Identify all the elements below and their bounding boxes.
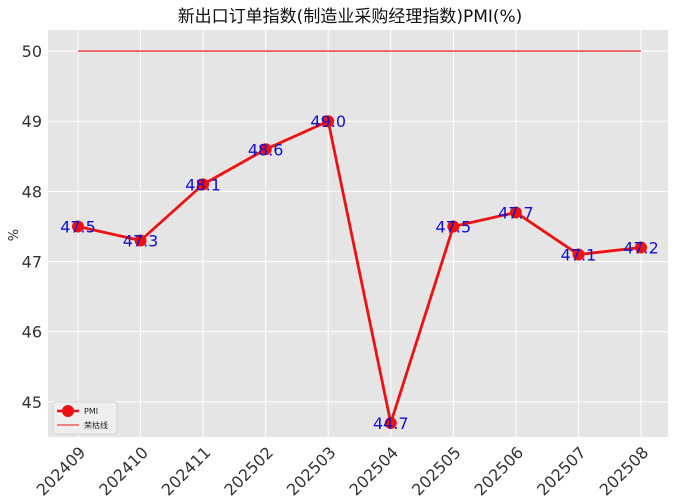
x-axis-ticks: 202409 202410 202411 202502 202503 202504 2025… — [33, 443, 653, 500]
chart-title: 新出口订单指数(制造业采购经理指数)PMI(%) — [178, 7, 523, 27]
x-tick-label: 202507 — [533, 443, 590, 500]
series-layer — [72, 50, 647, 429]
pmi-point — [197, 178, 210, 191]
y-tick-label: 50 — [22, 42, 42, 61]
pmi-point — [572, 248, 585, 261]
y-tick-label: 48 — [22, 182, 42, 201]
data-label: 49.0 — [310, 112, 346, 131]
pmi-series-line — [77, 119, 642, 425]
y-tick-label: 45 — [22, 393, 42, 412]
legend-threshold-label: 荣枯线 — [84, 420, 108, 430]
y-axis-ticks: 45 46 47 48 49 50 — [22, 42, 42, 412]
plot-area — [48, 30, 668, 437]
legend: PMI 荣枯线 — [52, 401, 118, 435]
x-tick-label: 202508 — [596, 443, 653, 500]
pmi-point — [322, 115, 335, 128]
pmi-point — [384, 416, 397, 429]
data-label: 47.2 — [623, 239, 659, 258]
y-tick-label: 47 — [22, 253, 42, 272]
data-label: 47.5 — [60, 217, 96, 236]
y-tick-label: 46 — [22, 323, 42, 342]
data-label: 48.1 — [185, 175, 221, 194]
x-tick-label: 202505 — [408, 443, 465, 500]
x-tick-label: 202504 — [345, 443, 402, 500]
pmi-point — [509, 206, 522, 219]
data-label: 48.6 — [248, 140, 284, 159]
data-label: 44.7 — [373, 414, 409, 433]
data-label: 47.7 — [498, 203, 534, 222]
pmi-point — [259, 143, 272, 156]
y-axis-label: % — [7, 229, 22, 241]
pmi-point — [72, 220, 84, 233]
pmi-point — [134, 234, 147, 247]
x-tick-label: 202503 — [283, 443, 340, 500]
legend-pmi-label: PMI — [84, 407, 98, 416]
data-labels: 47.5 47.3 48.1 48.6 49.0 44.7 47.5 47.7 47.1 47.2 — [60, 112, 659, 433]
x-tick-label: 202502 — [220, 443, 277, 500]
pmi-point — [635, 241, 647, 254]
data-label: 47.5 — [436, 217, 472, 236]
data-label: 47.3 — [123, 232, 159, 251]
x-tick-label: 202409 — [33, 443, 90, 500]
pmi-point — [447, 220, 460, 233]
x-tick-label: 202410 — [95, 443, 152, 500]
x-tick-label: 202506 — [471, 443, 528, 500]
x-tick-label: 202411 — [158, 443, 215, 500]
y-tick-label: 49 — [22, 112, 42, 131]
legend-pmi-marker — [62, 405, 74, 417]
data-label: 47.1 — [561, 246, 597, 265]
